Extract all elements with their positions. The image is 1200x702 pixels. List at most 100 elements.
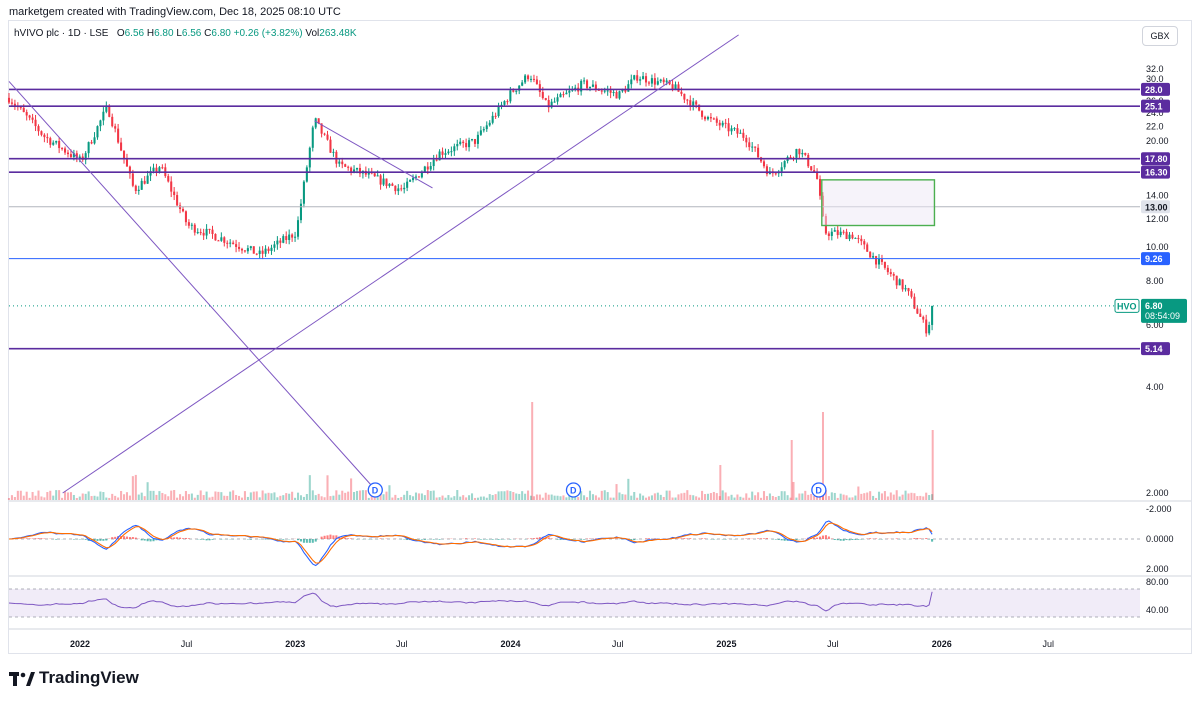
candle-body <box>58 140 61 149</box>
macd-hist-bar <box>479 539 482 540</box>
candle-body <box>34 119 37 127</box>
volume-bar <box>777 495 780 500</box>
candle-body <box>836 230 839 236</box>
candle-body <box>294 236 297 238</box>
volume-bar <box>780 491 783 500</box>
candle-body <box>403 187 406 190</box>
level-price-label: 5.14 <box>1145 344 1163 354</box>
candle-body <box>40 131 43 135</box>
volume-bar <box>786 495 789 500</box>
candle-body <box>538 84 541 93</box>
volume-bar <box>426 490 429 500</box>
candle-body <box>470 139 474 141</box>
candle-body <box>485 125 488 130</box>
macd-hist-bar <box>264 539 267 540</box>
candle-body <box>618 91 621 99</box>
volume-bar <box>529 495 533 500</box>
volume-bar <box>901 494 904 500</box>
candle-body <box>173 191 176 196</box>
volume-bar <box>382 494 385 500</box>
volume-bar <box>491 495 494 500</box>
currency-button[interactable]: GBX <box>1142 26 1178 46</box>
candle-body <box>152 167 155 172</box>
candle-body <box>7 97 11 103</box>
candle-body <box>167 176 170 182</box>
candle-body <box>235 244 238 247</box>
volume-bar <box>152 490 155 500</box>
tradingview-logo[interactable]: TradingView <box>9 668 139 688</box>
candle-body <box>143 180 146 184</box>
volume-bar <box>895 490 898 500</box>
volume-bar <box>164 494 167 500</box>
macd-hist-bar <box>140 539 143 541</box>
volume-bar <box>131 476 134 500</box>
macd-hist-bar <box>547 537 550 539</box>
volume-bar <box>170 490 173 500</box>
volume-bar <box>255 491 258 500</box>
volume-bar <box>311 490 314 500</box>
volume-bar <box>650 495 653 500</box>
open-label: O <box>116 28 125 39</box>
symbol-name[interactable]: hVIVO plc · 1D · LSE <box>14 28 109 39</box>
volume-bar <box>612 497 615 500</box>
macd-hist-bar <box>869 538 872 539</box>
macd-hist-bar <box>302 539 305 543</box>
volume-bar <box>264 493 267 500</box>
volume-bar <box>114 495 117 500</box>
volume-bar <box>243 491 246 500</box>
macd-hist-bar <box>465 538 468 539</box>
volume-bar <box>34 495 37 500</box>
macd-hist-bar <box>432 539 435 540</box>
candle-body <box>827 233 830 236</box>
volume-bar <box>149 490 152 500</box>
candle-body <box>733 128 736 130</box>
y-axis-tick-label: 20.00 <box>1146 136 1169 146</box>
volume-bar <box>52 495 55 500</box>
volume-bar <box>267 492 270 500</box>
macd-hist-bar <box>644 538 648 539</box>
candle-body <box>671 84 674 90</box>
symbol-legend[interactable]: hVIVO plc · 1D · LSE O6.56 H6.80 L6.56 C… <box>14 28 357 39</box>
volume-bar <box>774 497 777 500</box>
level-price-label: 9.26 <box>1145 254 1163 264</box>
high-label: H <box>146 28 155 39</box>
dividend-marker <box>565 482 582 498</box>
macd-hist-bar <box>205 539 208 541</box>
volume-bar <box>754 495 757 500</box>
volume-bar <box>37 490 40 500</box>
volume-bar <box>733 497 736 500</box>
macd-hist-bar <box>28 538 31 539</box>
candle-body <box>208 228 211 230</box>
dividend-marker-label: D <box>815 486 822 496</box>
candle-body <box>447 151 450 154</box>
candle-body <box>120 142 123 151</box>
volume-bar <box>839 493 842 500</box>
candle-body <box>43 134 46 138</box>
candle-body <box>205 228 208 236</box>
candle-body <box>751 146 754 148</box>
candle-body <box>757 147 760 158</box>
volume-value: 263.48K <box>319 28 357 39</box>
volume-bar <box>435 497 438 500</box>
macd-hist-bar <box>146 539 149 542</box>
candle-body <box>423 166 426 173</box>
volume-bar <box>765 496 768 500</box>
volume-bar <box>692 495 695 500</box>
candle-body <box>580 80 583 92</box>
candle-body <box>409 180 412 182</box>
macd-hist-bar <box>320 536 323 539</box>
volume-bar <box>429 490 432 500</box>
volume-spike <box>531 402 534 500</box>
macd-hist-bar <box>538 537 541 539</box>
level-price-tag <box>1141 342 1170 356</box>
volume-bar <box>341 490 344 500</box>
volume-bar <box>43 497 46 500</box>
volume-bar <box>662 496 665 500</box>
candle-body <box>355 167 359 170</box>
volume-bar <box>462 495 465 500</box>
price-chart[interactable]: 2.000 4.00 6.00 8.00 10.00 12.00 14.00 20.00 22.… <box>0 0 1200 660</box>
volume-bar <box>19 490 22 500</box>
volume-bar <box>745 493 748 500</box>
volume-bar <box>574 496 577 500</box>
volume-bar <box>7 497 11 500</box>
